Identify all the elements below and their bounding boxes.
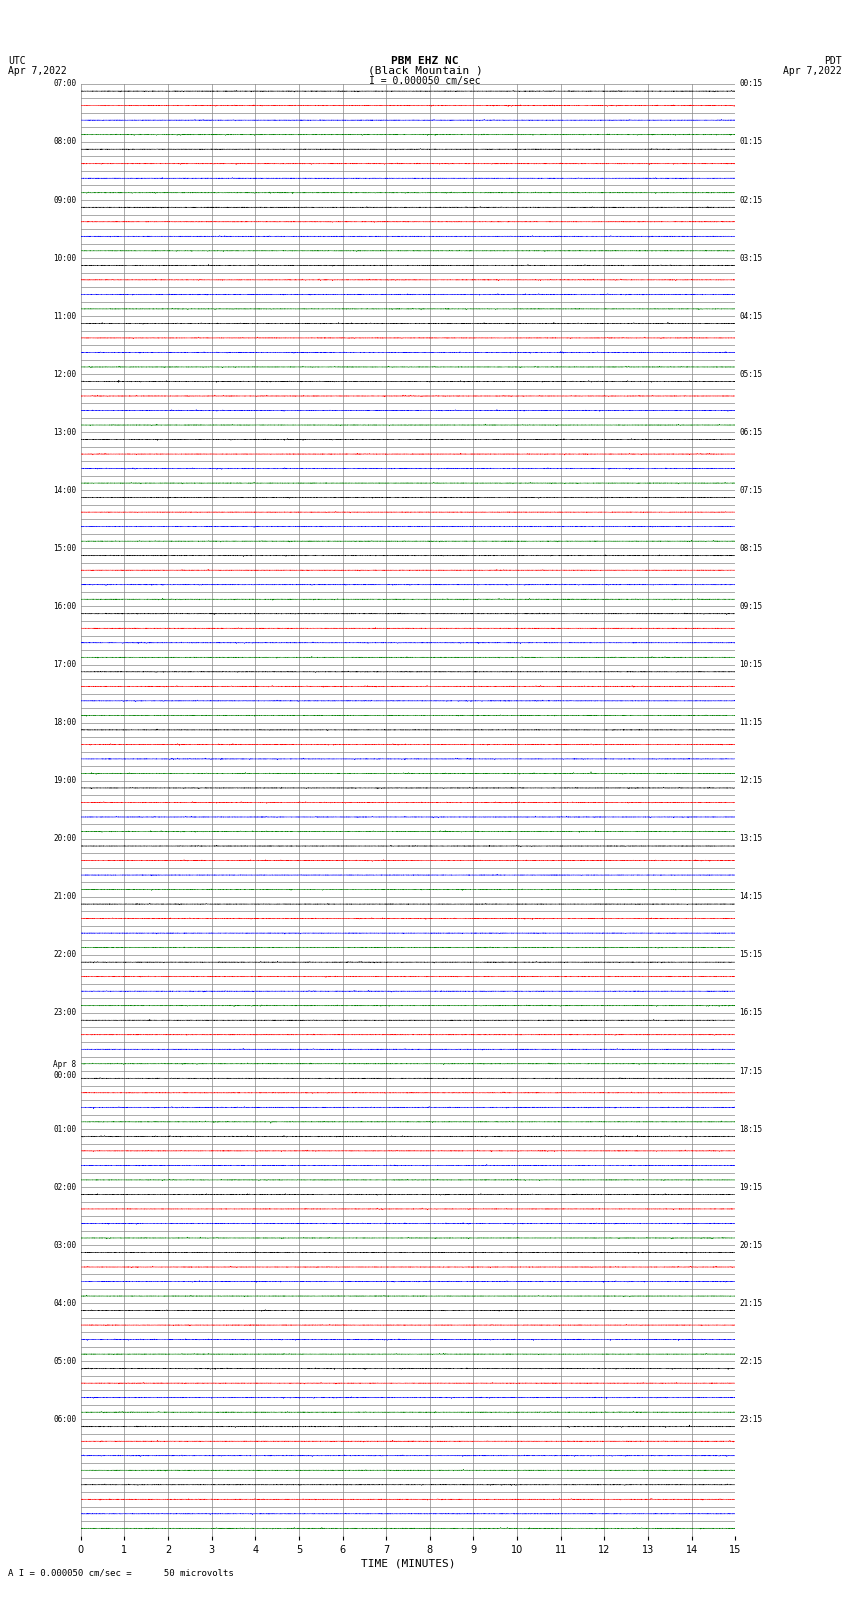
Text: 16:00: 16:00 (54, 602, 76, 611)
Text: 22:00: 22:00 (54, 950, 76, 960)
Text: 12:15: 12:15 (740, 776, 762, 786)
Text: 04:15: 04:15 (740, 311, 762, 321)
Text: 02:00: 02:00 (54, 1182, 76, 1192)
Text: 07:00: 07:00 (54, 79, 76, 89)
Text: 19:15: 19:15 (740, 1182, 762, 1192)
Text: Apr 7,2022: Apr 7,2022 (8, 66, 67, 76)
Text: Apr 7,2022: Apr 7,2022 (783, 66, 842, 76)
Text: 03:15: 03:15 (740, 253, 762, 263)
Text: 04:00: 04:00 (54, 1298, 76, 1308)
Text: 13:15: 13:15 (740, 834, 762, 844)
Text: 21:15: 21:15 (740, 1298, 762, 1308)
Text: 06:15: 06:15 (740, 427, 762, 437)
Text: A I = 0.000050 cm/sec =      50 microvolts: A I = 0.000050 cm/sec = 50 microvolts (8, 1568, 235, 1578)
Text: 17:00: 17:00 (54, 660, 76, 669)
Text: 15:00: 15:00 (54, 544, 76, 553)
Text: 12:00: 12:00 (54, 369, 76, 379)
Text: 02:15: 02:15 (740, 195, 762, 205)
Text: 16:15: 16:15 (740, 1008, 762, 1018)
Text: 10:00: 10:00 (54, 253, 76, 263)
Text: PBM EHZ NC: PBM EHZ NC (391, 56, 459, 66)
Text: 07:15: 07:15 (740, 486, 762, 495)
Text: 14:00: 14:00 (54, 486, 76, 495)
Text: I = 0.000050 cm/sec: I = 0.000050 cm/sec (369, 76, 481, 85)
Text: 14:15: 14:15 (740, 892, 762, 902)
Text: UTC: UTC (8, 56, 26, 66)
Text: 23:00: 23:00 (54, 1008, 76, 1018)
Text: 01:00: 01:00 (54, 1124, 76, 1134)
Text: 18:00: 18:00 (54, 718, 76, 727)
Text: 05:15: 05:15 (740, 369, 762, 379)
Text: 18:15: 18:15 (740, 1124, 762, 1134)
Text: 19:00: 19:00 (54, 776, 76, 786)
Text: 10:15: 10:15 (740, 660, 762, 669)
Text: PDT: PDT (824, 56, 842, 66)
Text: 00:15: 00:15 (740, 79, 762, 89)
Text: 09:15: 09:15 (740, 602, 762, 611)
Text: (Black Mountain ): (Black Mountain ) (367, 66, 483, 76)
Text: 06:00: 06:00 (54, 1415, 76, 1424)
Text: 08:00: 08:00 (54, 137, 76, 147)
Text: 11:15: 11:15 (740, 718, 762, 727)
Text: 03:00: 03:00 (54, 1240, 76, 1250)
Text: Apr 8: Apr 8 (54, 1060, 76, 1069)
Text: 11:00: 11:00 (54, 311, 76, 321)
Text: 21:00: 21:00 (54, 892, 76, 902)
Text: 17:15: 17:15 (740, 1066, 762, 1076)
Text: 15:15: 15:15 (740, 950, 762, 960)
Text: 08:15: 08:15 (740, 544, 762, 553)
Text: 23:15: 23:15 (740, 1415, 762, 1424)
Text: 20:00: 20:00 (54, 834, 76, 844)
Text: 22:15: 22:15 (740, 1357, 762, 1366)
X-axis label: TIME (MINUTES): TIME (MINUTES) (360, 1558, 456, 1569)
Text: 09:00: 09:00 (54, 195, 76, 205)
Text: 05:00: 05:00 (54, 1357, 76, 1366)
Text: 20:15: 20:15 (740, 1240, 762, 1250)
Text: 13:00: 13:00 (54, 427, 76, 437)
Text: 00:00: 00:00 (54, 1071, 76, 1081)
Text: 01:15: 01:15 (740, 137, 762, 147)
